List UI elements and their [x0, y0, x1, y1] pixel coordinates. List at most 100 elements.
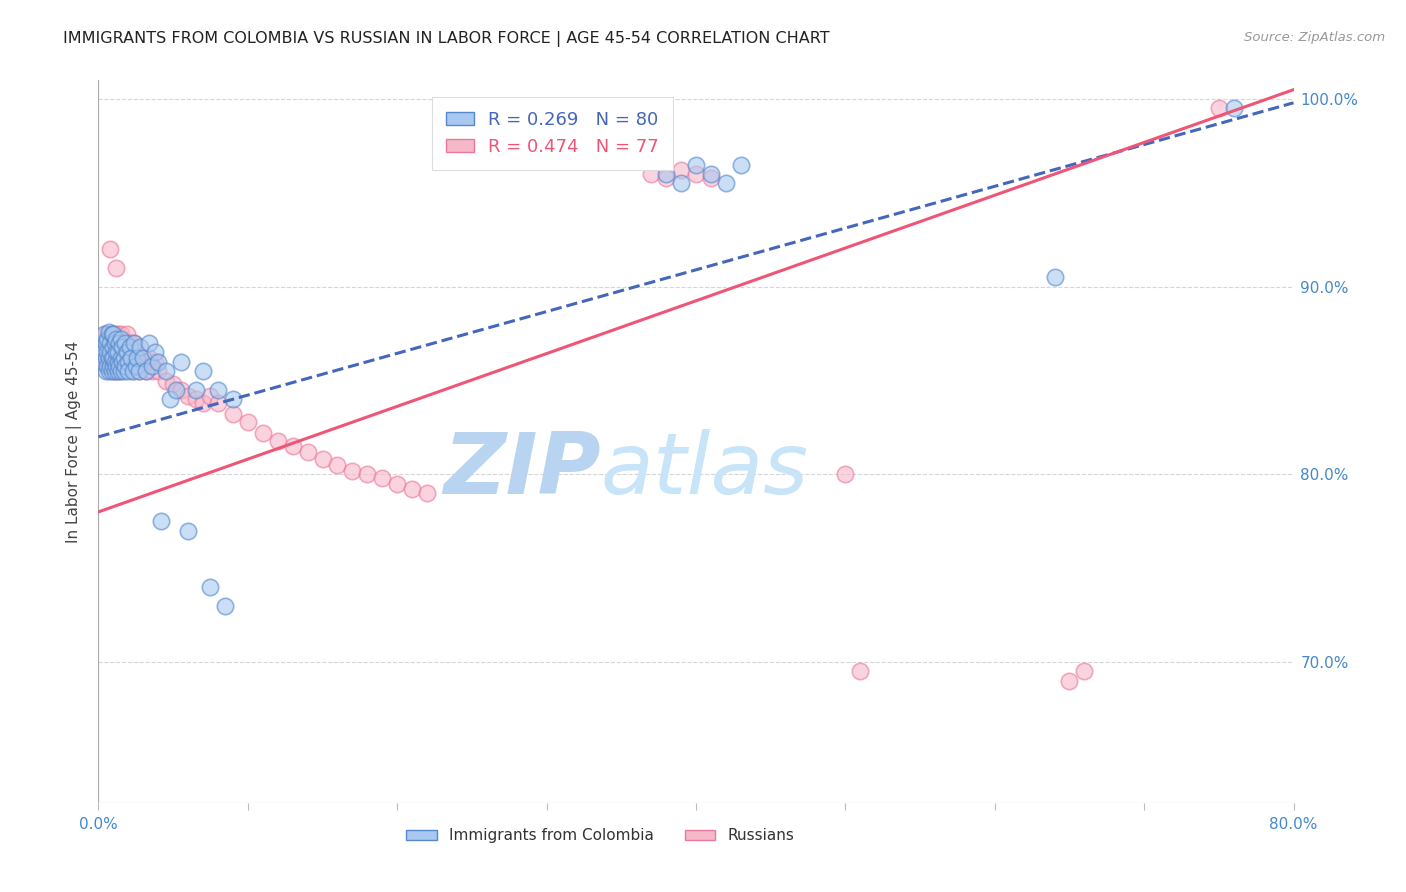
Point	[207, 396, 229, 410]
Point	[94, 364, 117, 378]
Point	[148, 355, 170, 369]
Point	[93, 345, 115, 359]
Point	[117, 355, 139, 369]
Point	[107, 326, 129, 341]
Point	[120, 351, 142, 365]
Point	[132, 359, 155, 373]
Point	[184, 383, 207, 397]
Point	[97, 351, 120, 365]
Point	[669, 177, 692, 191]
Point	[191, 396, 214, 410]
Point	[177, 524, 200, 538]
Point	[115, 326, 138, 341]
Point	[169, 383, 191, 397]
Point	[124, 336, 146, 351]
Point	[98, 359, 122, 373]
Point	[169, 355, 191, 369]
Point	[103, 351, 125, 365]
Point	[97, 325, 120, 339]
Point	[236, 415, 259, 429]
Point	[326, 458, 349, 472]
Point	[118, 340, 141, 354]
Point	[104, 336, 127, 351]
Point	[222, 407, 245, 421]
Text: Source: ZipAtlas.com: Source: ZipAtlas.com	[1244, 31, 1385, 45]
Point	[98, 359, 122, 373]
Point	[165, 383, 187, 397]
Point	[96, 336, 118, 351]
Point	[108, 364, 131, 378]
Y-axis label: In Labor Force | Age 45-54: In Labor Force | Age 45-54	[66, 341, 83, 542]
Point	[1043, 270, 1066, 285]
Point	[371, 471, 394, 485]
Point	[103, 326, 125, 341]
Point	[110, 351, 132, 365]
Point	[103, 359, 125, 373]
Point	[200, 580, 222, 594]
Point	[1223, 102, 1246, 116]
Point	[1073, 665, 1095, 679]
Point	[685, 158, 707, 172]
Point	[104, 355, 127, 369]
Text: atlas: atlas	[600, 429, 808, 512]
Point	[108, 336, 131, 351]
Point	[150, 514, 173, 528]
Point	[655, 170, 678, 185]
Point	[107, 359, 129, 373]
Point	[128, 364, 150, 378]
Point	[91, 336, 114, 351]
Point	[111, 355, 134, 369]
Point	[96, 359, 118, 373]
Point	[111, 336, 134, 351]
Point	[101, 351, 124, 365]
Point	[104, 326, 127, 341]
Point	[849, 665, 872, 679]
Point	[105, 345, 128, 359]
Point	[159, 392, 181, 407]
Point	[93, 326, 115, 341]
Point	[110, 326, 132, 341]
Point	[96, 332, 118, 346]
Point	[117, 364, 139, 378]
Point	[115, 345, 138, 359]
Point	[101, 364, 124, 378]
Point	[222, 392, 245, 407]
Point	[129, 351, 152, 365]
Point	[640, 167, 662, 181]
Point	[127, 345, 149, 359]
Text: IMMIGRANTS FROM COLOMBIA VS RUSSIAN IN LABOR FORCE | AGE 45-54 CORRELATION CHART: IMMIGRANTS FROM COLOMBIA VS RUSSIAN IN L…	[63, 31, 830, 47]
Point	[191, 364, 214, 378]
Point	[127, 351, 149, 365]
Point	[101, 326, 124, 341]
Point	[114, 345, 136, 359]
Point	[700, 167, 723, 181]
Point	[207, 383, 229, 397]
Point	[94, 336, 117, 351]
Point	[105, 359, 128, 373]
Point	[155, 364, 177, 378]
Point	[114, 359, 136, 373]
Point	[401, 483, 423, 497]
Point	[96, 359, 118, 373]
Point	[135, 364, 157, 378]
Point	[105, 260, 128, 275]
Point	[214, 599, 236, 613]
Point	[685, 167, 707, 181]
Point	[103, 364, 125, 378]
Point	[730, 158, 752, 172]
Point	[121, 364, 143, 378]
Point	[669, 163, 692, 178]
Point	[104, 364, 127, 378]
Point	[112, 359, 135, 373]
Point	[105, 332, 128, 346]
Point	[96, 345, 118, 359]
Point	[94, 355, 117, 369]
Point	[97, 351, 120, 365]
Point	[121, 364, 143, 378]
Point	[177, 388, 200, 402]
Point	[148, 364, 170, 378]
Point	[129, 340, 152, 354]
Point	[114, 336, 136, 351]
Point	[103, 340, 125, 354]
Point	[94, 326, 117, 341]
